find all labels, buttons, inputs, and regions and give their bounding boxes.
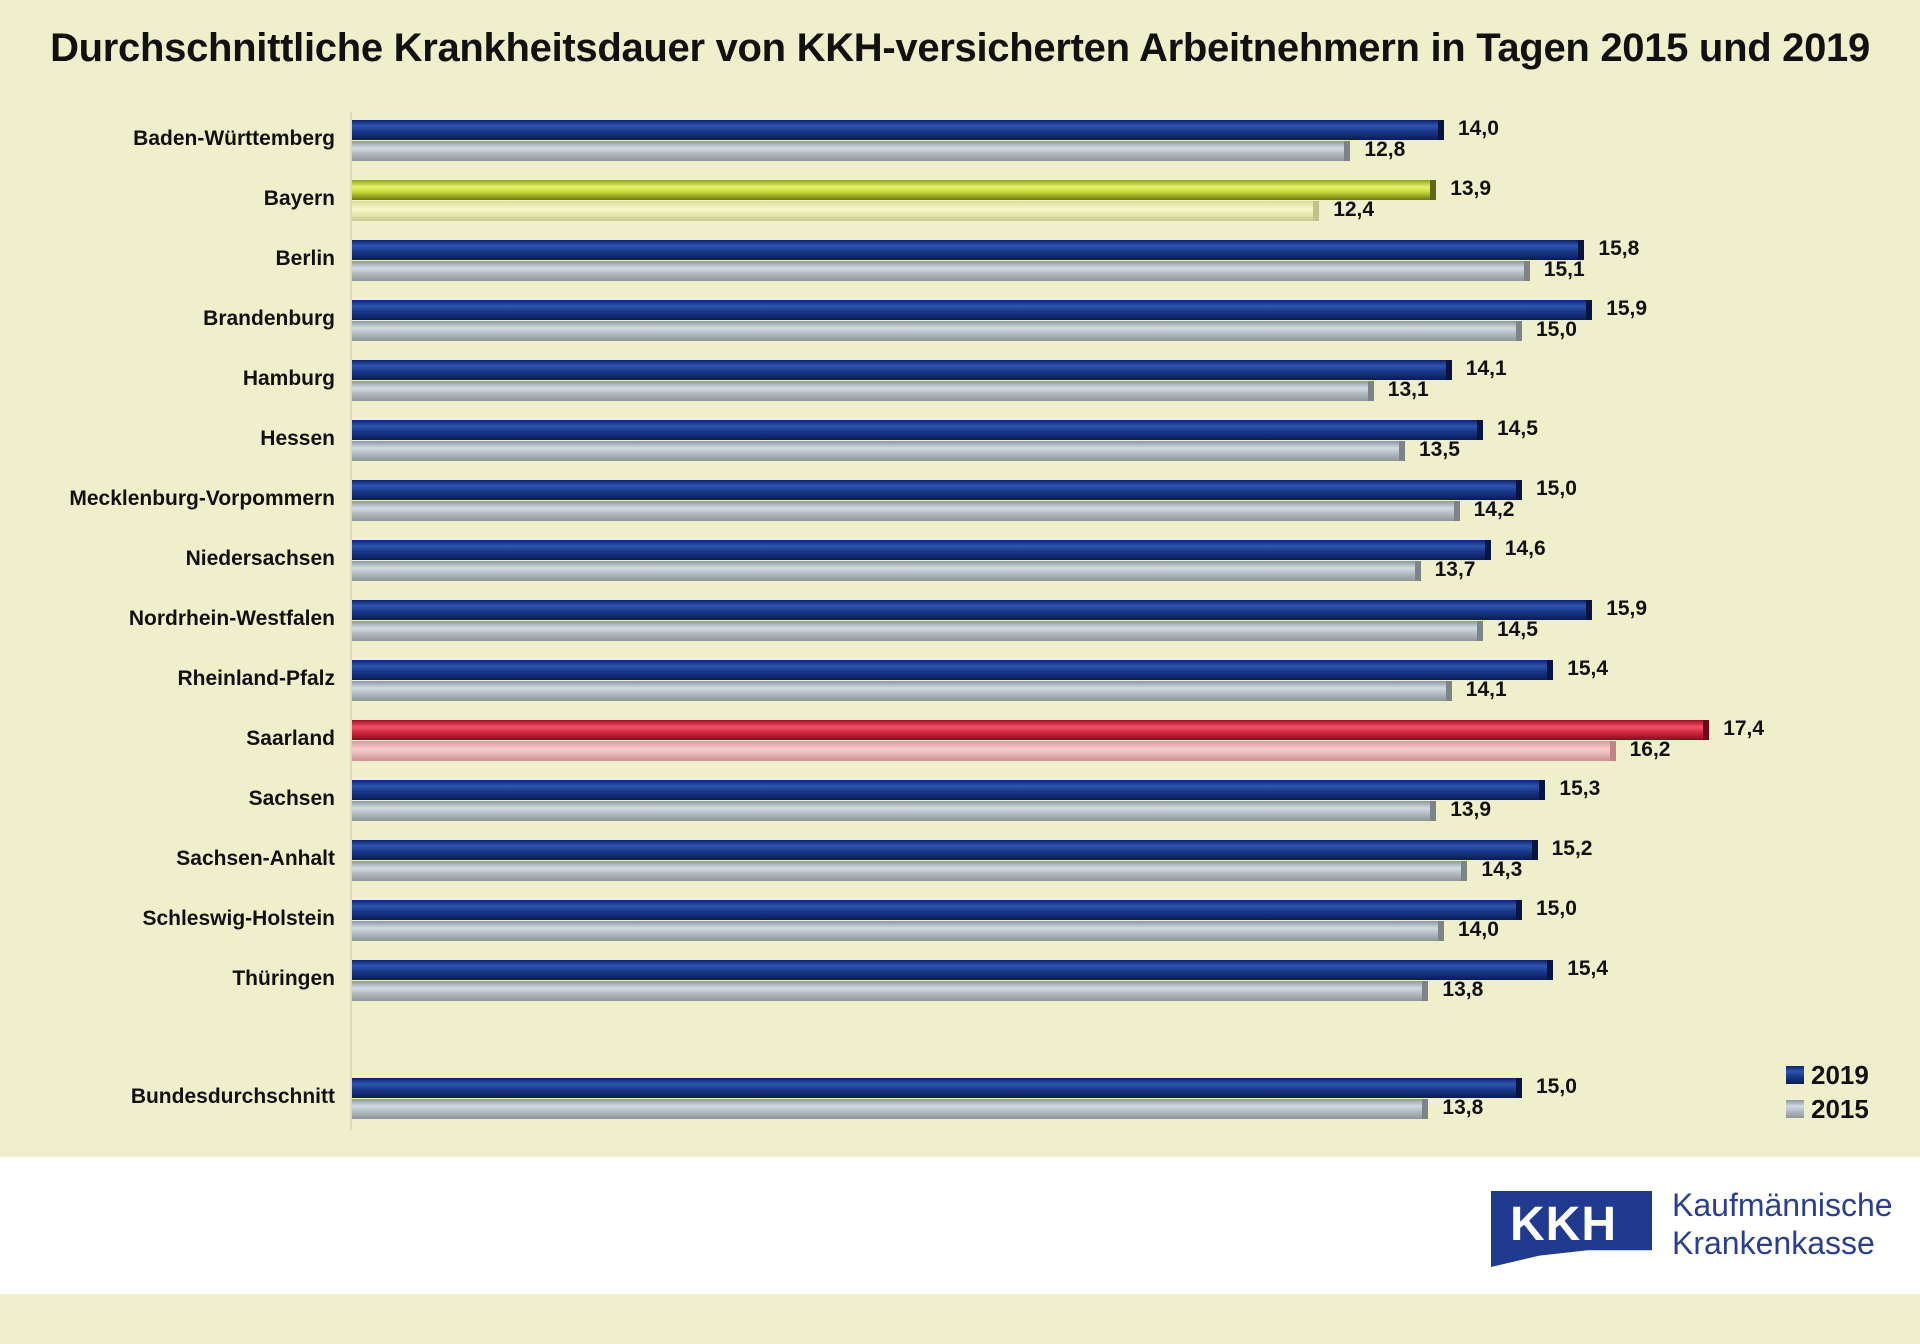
- data-label-2015-sachsen-anhalt: 14,3: [1481, 858, 1523, 881]
- bar-2015-niedersachsen: [352, 561, 1421, 581]
- category-label-schleswig-holstein: Schleswig-Holstein: [142, 907, 335, 930]
- bar-2019-berlin: [352, 240, 1585, 260]
- category-label-berlin: Berlin: [275, 247, 335, 270]
- legend-item-2019: 2019: [1786, 1058, 1869, 1092]
- legend: 2019 2015: [1786, 1058, 1869, 1126]
- data-label-2015-hamburg: 13,1: [1387, 378, 1429, 401]
- data-label-2019-sachsen: 15,3: [1559, 777, 1601, 800]
- category-label-rheinland-pfalz: Rheinland-Pfalz: [177, 667, 335, 690]
- bar-2019-baden-w-rttemberg: [352, 120, 1444, 140]
- bar-2015-brandenburg: [352, 321, 1522, 341]
- data-label-2019-baden-w-rttemberg: 14,0: [1458, 117, 1499, 140]
- category-label-hessen: Hessen: [260, 427, 335, 450]
- bar-2015-nordrhein-westfalen: [352, 621, 1483, 641]
- bar-2015-schleswig-holstein: [352, 921, 1444, 941]
- bar-2019-schleswig-holstein: [352, 900, 1522, 920]
- chart-title: Durchschnittliche Krankheitsdauer von KK…: [50, 26, 1870, 70]
- data-label-2019-mecklenburg-vorpommern: 15,0: [1536, 477, 1577, 500]
- bar-2015-berlin: [352, 261, 1530, 281]
- category-label-bundesdurchschnitt: Bundesdurchschnitt: [130, 1085, 335, 1108]
- data-label-2019-nordrhein-westfalen: 15,9: [1606, 597, 1648, 620]
- bar-2019-brandenburg: [352, 300, 1593, 320]
- bar-2015-sachsen-anhalt: [352, 861, 1468, 881]
- data-label-2019-brandenburg: 15,9: [1606, 297, 1648, 320]
- bar-2019-saarland: [352, 720, 1710, 740]
- category-label-baden-w-rttemberg: Baden-Württemberg: [133, 127, 335, 150]
- category-label-mecklenburg-vorpommern: Mecklenburg-Vorpommern: [69, 487, 335, 510]
- bar-2015-bundesdurchschnitt: [352, 1099, 1429, 1119]
- bar-2015-rheinland-pfalz: [352, 681, 1452, 701]
- bar-2015-th-ringen: [352, 981, 1429, 1001]
- category-label-niedersachsen: Niedersachsen: [185, 547, 335, 570]
- bar-2019-niedersachsen: [352, 540, 1491, 560]
- data-label-2015-berlin: 15,1: [1543, 258, 1585, 281]
- data-label-2015-hessen: 13,5: [1419, 438, 1460, 461]
- bar-2015-hamburg: [352, 381, 1374, 401]
- data-label-2019-hamburg: 14,1: [1465, 357, 1507, 380]
- bar-2019-bayern: [352, 180, 1437, 200]
- legend-item-2015: 2015: [1786, 1092, 1869, 1126]
- data-label-2015-mecklenburg-vorpommern: 14,2: [1473, 498, 1515, 521]
- data-label-2019-schleswig-holstein: 15,0: [1536, 897, 1577, 920]
- legend-swatch-2019: [1786, 1066, 1804, 1084]
- kkh-logo-text: KKH: [1510, 1198, 1617, 1251]
- category-label-bayern: Bayern: [263, 187, 335, 210]
- data-label-2015-niedersachsen: 13,7: [1434, 558, 1476, 581]
- legend-label-2015: 2015: [1811, 1093, 1869, 1124]
- data-label-2019-berlin: 15,8: [1598, 237, 1640, 260]
- bar-2019-nordrhein-westfalen: [352, 600, 1593, 620]
- data-label-2015-bayern: 12,4: [1333, 198, 1375, 221]
- category-label-sachsen-anhalt: Sachsen-Anhalt: [176, 847, 335, 870]
- category-label-hamburg: Hamburg: [242, 367, 335, 390]
- bar-2019-hessen: [352, 420, 1483, 440]
- legend-label-2019: 2019: [1811, 1059, 1869, 1090]
- bar-2019-sachsen: [352, 780, 1546, 800]
- data-label-2019-saarland: 17,4: [1723, 717, 1765, 740]
- data-label-2015-schleswig-holstein: 14,0: [1458, 918, 1499, 941]
- data-label-2019-th-ringen: 15,4: [1567, 957, 1609, 980]
- bar-2015-bayern: [352, 201, 1320, 221]
- data-label-2015-rheinland-pfalz: 14,1: [1465, 678, 1507, 701]
- data-label-2015-brandenburg: 15,0: [1536, 318, 1577, 341]
- bar-2019-rheinland-pfalz: [352, 660, 1554, 680]
- legend-swatch-2015: [1786, 1100, 1804, 1118]
- category-label-nordrhein-westfalen: Nordrhein-Westfalen: [128, 607, 335, 630]
- bar-2015-saarland: [352, 741, 1616, 761]
- category-label-th-ringen: Thüringen: [232, 967, 335, 990]
- kkh-logo-name: Kaufmännische Krankenkasse: [1672, 1186, 1893, 1262]
- bar-2015-mecklenburg-vorpommern: [352, 501, 1460, 521]
- data-label-2019-bayern: 13,9: [1450, 177, 1492, 200]
- category-label-saarland: Saarland: [246, 727, 335, 750]
- bar-2015-sachsen: [352, 801, 1437, 821]
- data-label-2019-rheinland-pfalz: 15,4: [1567, 657, 1609, 680]
- data-label-2015-baden-w-rttemberg: 12,8: [1364, 138, 1406, 161]
- data-label-2019-hessen: 14,5: [1497, 417, 1538, 440]
- bar-2019-sachsen-anhalt: [352, 840, 1538, 860]
- data-label-2019-niedersachsen: 14,6: [1504, 537, 1546, 560]
- bar-2015-baden-w-rttemberg: [352, 141, 1351, 161]
- data-label-2019-bundesdurchschnitt: 15,0: [1536, 1075, 1577, 1098]
- bar-2019-hamburg: [352, 360, 1452, 380]
- logo-line-2: Krankenkasse: [1672, 1225, 1875, 1261]
- bar-2019-bundesdurchschnitt: [352, 1078, 1522, 1098]
- data-label-2015-th-ringen: 13,8: [1442, 978, 1484, 1001]
- category-label-sachsen: Sachsen: [248, 787, 335, 810]
- bar-2019-mecklenburg-vorpommern: [352, 480, 1522, 500]
- data-label-2015-bundesdurchschnitt: 13,8: [1442, 1096, 1484, 1119]
- data-label-2015-sachsen: 13,9: [1450, 798, 1492, 821]
- bar-2015-hessen: [352, 441, 1405, 461]
- data-label-2015-nordrhein-westfalen: 14,5: [1497, 618, 1538, 641]
- data-label-2019-sachsen-anhalt: 15,2: [1551, 837, 1593, 860]
- category-label-brandenburg: Brandenburg: [203, 307, 335, 330]
- bar-2019-th-ringen: [352, 960, 1554, 980]
- logo-line-1: Kaufmännische: [1672, 1187, 1893, 1223]
- y-axis-line: [350, 112, 352, 1130]
- data-label-2015-saarland: 16,2: [1629, 738, 1671, 761]
